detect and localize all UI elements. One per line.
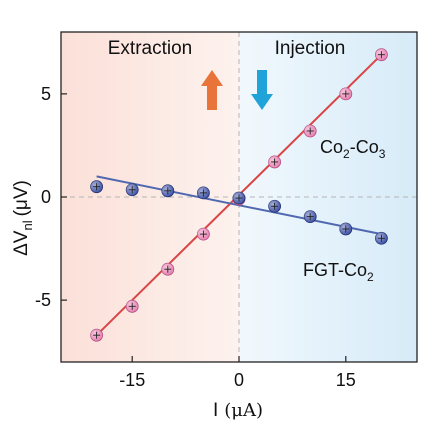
- y-tick-label-0: -5: [35, 290, 51, 310]
- x-tick-label-0: -15: [119, 370, 145, 390]
- point-series-0-7: [339, 87, 353, 101]
- y-tick-label-2: 5: [41, 84, 51, 104]
- point-series-1-2: [161, 184, 175, 198]
- data-points: [90, 48, 388, 342]
- point-series-1-7: [339, 222, 353, 236]
- arrow-down-icon: [251, 70, 273, 110]
- point-series-0-3: [196, 227, 210, 241]
- point-series-1-3: [196, 186, 210, 200]
- series-label-fgt-co2: FGT-Co2: [303, 260, 374, 284]
- arrow-up-icon: [201, 70, 223, 110]
- series-label-co2-co3: Co2-Co3: [320, 137, 386, 161]
- point-series-0-0: [90, 328, 103, 342]
- point-series-0-8: [374, 48, 388, 62]
- point-series-0-6: [303, 124, 317, 138]
- region-label-extraction: Extraction: [108, 38, 192, 59]
- point-series-0-2: [161, 262, 175, 276]
- point-series-0-5: [268, 155, 282, 169]
- y-axis-label: ΔVnl(μV): [11, 180, 35, 256]
- x-tick-label-2: 15: [336, 370, 356, 390]
- y-tick-label-1: 0: [41, 187, 51, 207]
- x-tick-label-1: 0: [234, 370, 244, 390]
- point-series-1-5: [268, 199, 282, 213]
- x-axis-label: I (μA): [213, 400, 263, 421]
- point-series-1-0: [90, 180, 103, 194]
- region-label-injection: Injection: [275, 38, 346, 59]
- point-series-1-6: [303, 210, 317, 223]
- point-series-0-1: [125, 299, 139, 313]
- point-series-1-4: [232, 191, 246, 205]
- axis-ticks: -15 0 15 -5 0 5: [35, 84, 356, 390]
- point-series-1-1: [125, 183, 139, 197]
- point-series-1-8: [374, 231, 388, 245]
- direction-arrows: [201, 70, 273, 110]
